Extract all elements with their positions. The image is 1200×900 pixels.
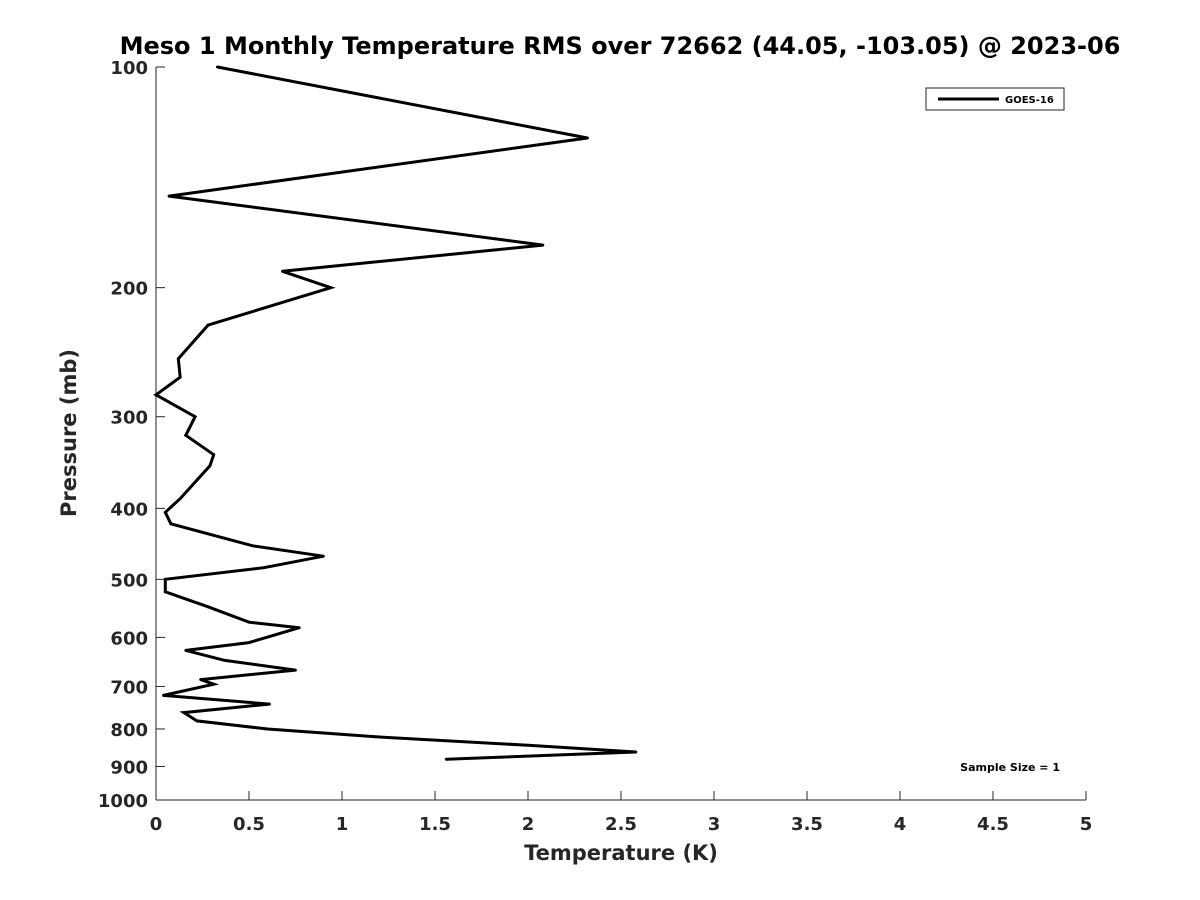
data-point [374, 735, 377, 739]
data-point [163, 590, 167, 594]
y-tick-label: 500 [110, 570, 148, 591]
x-tick-label: 2.5 [605, 814, 637, 835]
data-point [266, 727, 269, 731]
data-point [208, 464, 212, 468]
data-point [193, 415, 197, 419]
y-tick-label: 900 [110, 757, 148, 778]
data-point [163, 510, 167, 514]
series-line-goes-16 [153, 65, 636, 761]
x-tick-label: 1 [336, 814, 349, 835]
data-point [251, 544, 255, 548]
data-point [178, 497, 182, 501]
data-point [215, 65, 219, 69]
data-point [281, 269, 284, 273]
x-tick-label: 2 [522, 814, 535, 835]
data-point [154, 393, 158, 397]
series-points [154, 65, 638, 761]
data-point [206, 605, 210, 609]
x-tick-label: 5 [1080, 814, 1093, 835]
y-tick-label: 300 [110, 408, 148, 429]
data-point [329, 286, 333, 290]
legend-label: GOES-16 [1005, 95, 1054, 106]
data-point [167, 194, 171, 198]
x-tick-label: 3 [708, 814, 721, 835]
sample-size-annotation: Sample Size = 1 [960, 761, 1060, 774]
y-tick-label: 400 [110, 499, 148, 520]
data-point [541, 243, 545, 247]
data-point [163, 577, 167, 581]
y-axis-label: Pressure (mb) [57, 349, 81, 517]
data-point [262, 566, 266, 570]
data-point [586, 136, 589, 140]
data-point [526, 743, 530, 747]
x-tick-label: 4.5 [977, 814, 1009, 835]
data-point [634, 750, 638, 754]
data-point [212, 453, 216, 457]
data-point [162, 694, 165, 697]
data-point [182, 711, 186, 715]
x-tick-label: 3.5 [791, 814, 823, 835]
data-point [247, 620, 251, 624]
data-point [212, 682, 216, 686]
data-point [178, 375, 182, 379]
y-tick-label: 200 [110, 279, 148, 300]
data-point [206, 323, 210, 327]
x-ticks: 0 0.5 1 1.5 2 2.5 3 3.5 4 4.5 5 [150, 791, 1093, 835]
data-point [184, 648, 188, 652]
x-tick-label: 1.5 [419, 814, 451, 835]
data-point [223, 659, 227, 662]
data-point [444, 757, 448, 761]
data-point [297, 626, 301, 630]
data-point [199, 678, 203, 681]
data-point [184, 433, 188, 437]
y-tick-label: 700 [110, 677, 148, 698]
x-tick-label: 4 [894, 814, 907, 835]
data-point [169, 522, 173, 526]
x-tick-label: 0.5 [233, 814, 265, 835]
data-point [176, 357, 180, 361]
data-point [268, 702, 271, 706]
y-tick-label: 1000 [98, 791, 148, 812]
x-tick-label: 0 [150, 814, 163, 835]
legend: GOES-16 [925, 87, 1065, 111]
data-point [195, 719, 199, 723]
x-axis-label: Temperature (K) [524, 841, 718, 865]
y-tick-label: 100 [110, 58, 148, 79]
chart-title: Meso 1 Monthly Temperature RMS over 7266… [120, 32, 1121, 60]
data-point [322, 554, 325, 558]
y-tick-label: 800 [110, 720, 148, 741]
y-tick-label: 600 [110, 628, 148, 649]
data-point [247, 641, 251, 645]
y-ticks: 100 200 300 400 500 600 700 800 900 1000 [98, 58, 165, 812]
plot-area: 0 0.5 1 1.5 2 2.5 3 3.5 4 4.5 5 100 200 300 400 500 600… [98, 58, 1092, 835]
data-point [294, 668, 297, 672]
